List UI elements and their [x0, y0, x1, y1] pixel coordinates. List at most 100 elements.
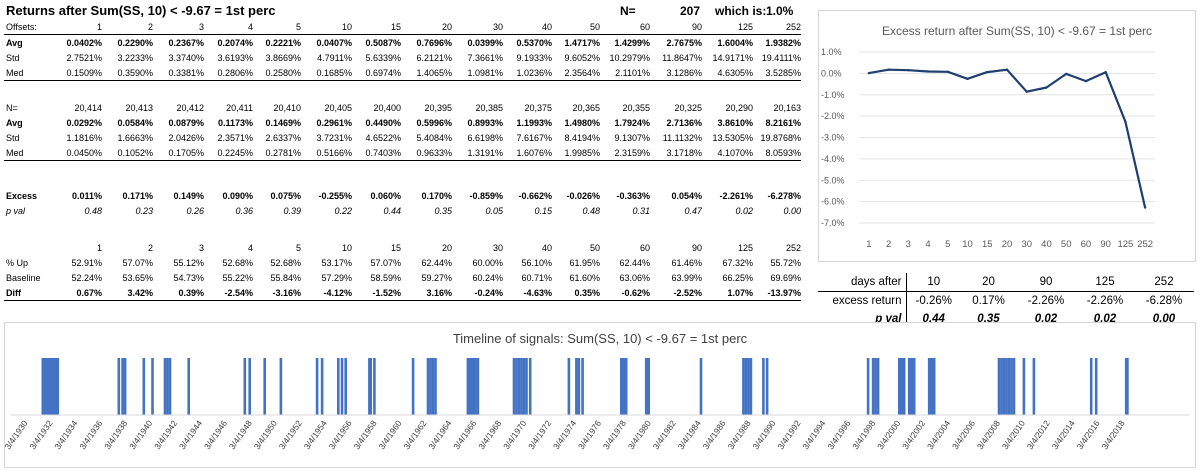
table-cell: -13.97% [753, 285, 801, 301]
timeline-tick-label: 3/4/1980 [626, 418, 653, 451]
table-cell: 0.39% [153, 285, 204, 301]
timeline-tick-label: 3/4/2000 [875, 418, 902, 451]
x-tick-label: 5 [945, 239, 950, 250]
table-cell: 0.090% [222, 190, 253, 201]
table-cell: 11.1132% [662, 132, 702, 143]
table-cell: 0.26 [186, 205, 204, 216]
table-cell: -0.662% [518, 190, 552, 201]
signal-bar [49, 358, 52, 415]
data-point [1065, 72, 1068, 76]
table-cell: 0.5087% [365, 37, 401, 48]
signal-bar [765, 358, 769, 415]
table-cell: 3.8669% [265, 52, 301, 63]
signal-bar [644, 358, 648, 415]
table-cell: -0.363% [616, 190, 650, 201]
x-tick-label: 10 [962, 239, 973, 250]
data-point [1104, 71, 1107, 74]
signal-bar [166, 358, 169, 415]
table-cell: 0.44 [383, 205, 401, 216]
table-cell: 3.6193% [217, 52, 253, 63]
table-cell: 3.42% [102, 285, 153, 301]
table-cell: 1.3191% [452, 145, 503, 161]
signal-bar [1000, 358, 1003, 415]
summary-day: 20 [961, 273, 1016, 292]
table-cell: 0.9633% [401, 145, 452, 161]
row-label: Med [4, 65, 58, 81]
table-cell: 3.1286% [650, 65, 702, 81]
y-tick-label: -3.0% [821, 133, 845, 143]
signal-bar [337, 358, 340, 415]
signal-bar [1002, 358, 1006, 415]
signal-bar [472, 358, 476, 415]
signal-bar [340, 358, 344, 415]
row-label: % Up [6, 257, 29, 268]
table-cell: 8.4194% [564, 132, 600, 143]
offset-header: 20 [441, 242, 452, 253]
timeline-tick-label: 3/4/1998 [850, 418, 877, 451]
table-cell: 3.3740% [168, 52, 204, 63]
table-cell: 3.1718% [650, 145, 702, 161]
table-cell: 1.6663% [117, 132, 153, 143]
signal-bar [46, 358, 50, 415]
offset-header: 30 [492, 242, 503, 253]
table-cell: 57.07% [122, 257, 153, 268]
table-cell: 3.5285% [753, 65, 801, 81]
baseline-stats-table: N= 20,414 20,413 20,412 20,411 20,410 20,405 20… [4, 100, 801, 161]
y-tick-label: 1.0% [821, 47, 842, 57]
table-row: Med 0.0450% 0.1052% 0.1705% 0.2245% 0.2781% 0.… [4, 145, 801, 161]
table-row: Med 0.1509% 0.3590% 0.3381% 0.2806% 0.2580% 0.… [4, 65, 801, 81]
table-cell: 67.32% [722, 257, 753, 268]
table-cell: 0.2781% [253, 145, 301, 161]
table-cell: 6.6198% [467, 132, 503, 143]
table-cell: 55.12% [173, 257, 204, 268]
x-tick-label: 20 [1002, 239, 1013, 250]
signal-bar [1032, 358, 1036, 415]
table-cell: 9.6052% [564, 52, 600, 63]
offset-header: 1 [58, 19, 102, 35]
x-tick-label: 3 [906, 239, 911, 250]
row-label [4, 240, 58, 255]
y-tick-label: -7.0% [821, 218, 845, 228]
table-cell: 0.0402% [66, 37, 102, 48]
table-cell: 0.00 [783, 205, 801, 216]
signal-bar [930, 358, 933, 415]
row-label: Excess [6, 190, 38, 201]
table-cell: 0.011% [71, 190, 102, 201]
table-cell: 0.22 [334, 205, 352, 216]
table-cell: 8.0593% [753, 145, 801, 161]
signal-bar [263, 358, 266, 415]
timeline-tick-label: 3/4/1978 [601, 418, 628, 451]
excess-return-chart-panel: Excess return after Sum(SS, 10) < -9.67 … [818, 10, 1196, 262]
table-cell: 2.0426% [168, 132, 204, 143]
data-point [1005, 68, 1009, 71]
offset-header: 90 [691, 242, 702, 253]
table-row: Baseline 52.24% 53.65% 54.73% 55.22% 55.84% 57… [4, 270, 801, 285]
table-cell: 0.0879% [168, 117, 204, 128]
table-cell: 62.44% [421, 257, 452, 268]
table-cell: 20,395 [424, 102, 452, 113]
x-tick-label: 60 [1081, 239, 1092, 250]
table-cell: 5.6339% [365, 52, 401, 63]
timeline-tick-label: 3/4/1958 [352, 418, 379, 451]
data-point [1143, 206, 1147, 209]
signal-bar [910, 358, 913, 415]
signal-bar [426, 358, 430, 415]
table-cell: 7.3661% [467, 52, 503, 63]
table-row: Excess 0.011% 0.171% 0.149% 0.090% 0.075% -0.2… [4, 188, 801, 203]
signal-bar [1005, 358, 1008, 415]
signal-bar [871, 358, 875, 415]
table-cell: 55.84% [270, 272, 301, 283]
signal-bar [622, 358, 625, 415]
signal-bar [749, 358, 753, 415]
summary-excess-row: excess return -0.26% 0.17% -2.26% -2.26%… [818, 291, 1194, 310]
signal-bar [522, 358, 526, 415]
timeline-tick-label: 3/4/1952 [277, 418, 304, 451]
signal-bar [474, 358, 477, 415]
signal-bar [187, 358, 190, 415]
table-cell: 0.054% [671, 190, 702, 201]
summary-cell: 0.17% [972, 295, 1005, 307]
signal-bar [567, 358, 571, 415]
x-tick-label: 30 [1021, 239, 1032, 250]
table-cell: 57.07% [370, 257, 401, 268]
timeline-tick-label: 3/4/1974 [551, 418, 578, 451]
